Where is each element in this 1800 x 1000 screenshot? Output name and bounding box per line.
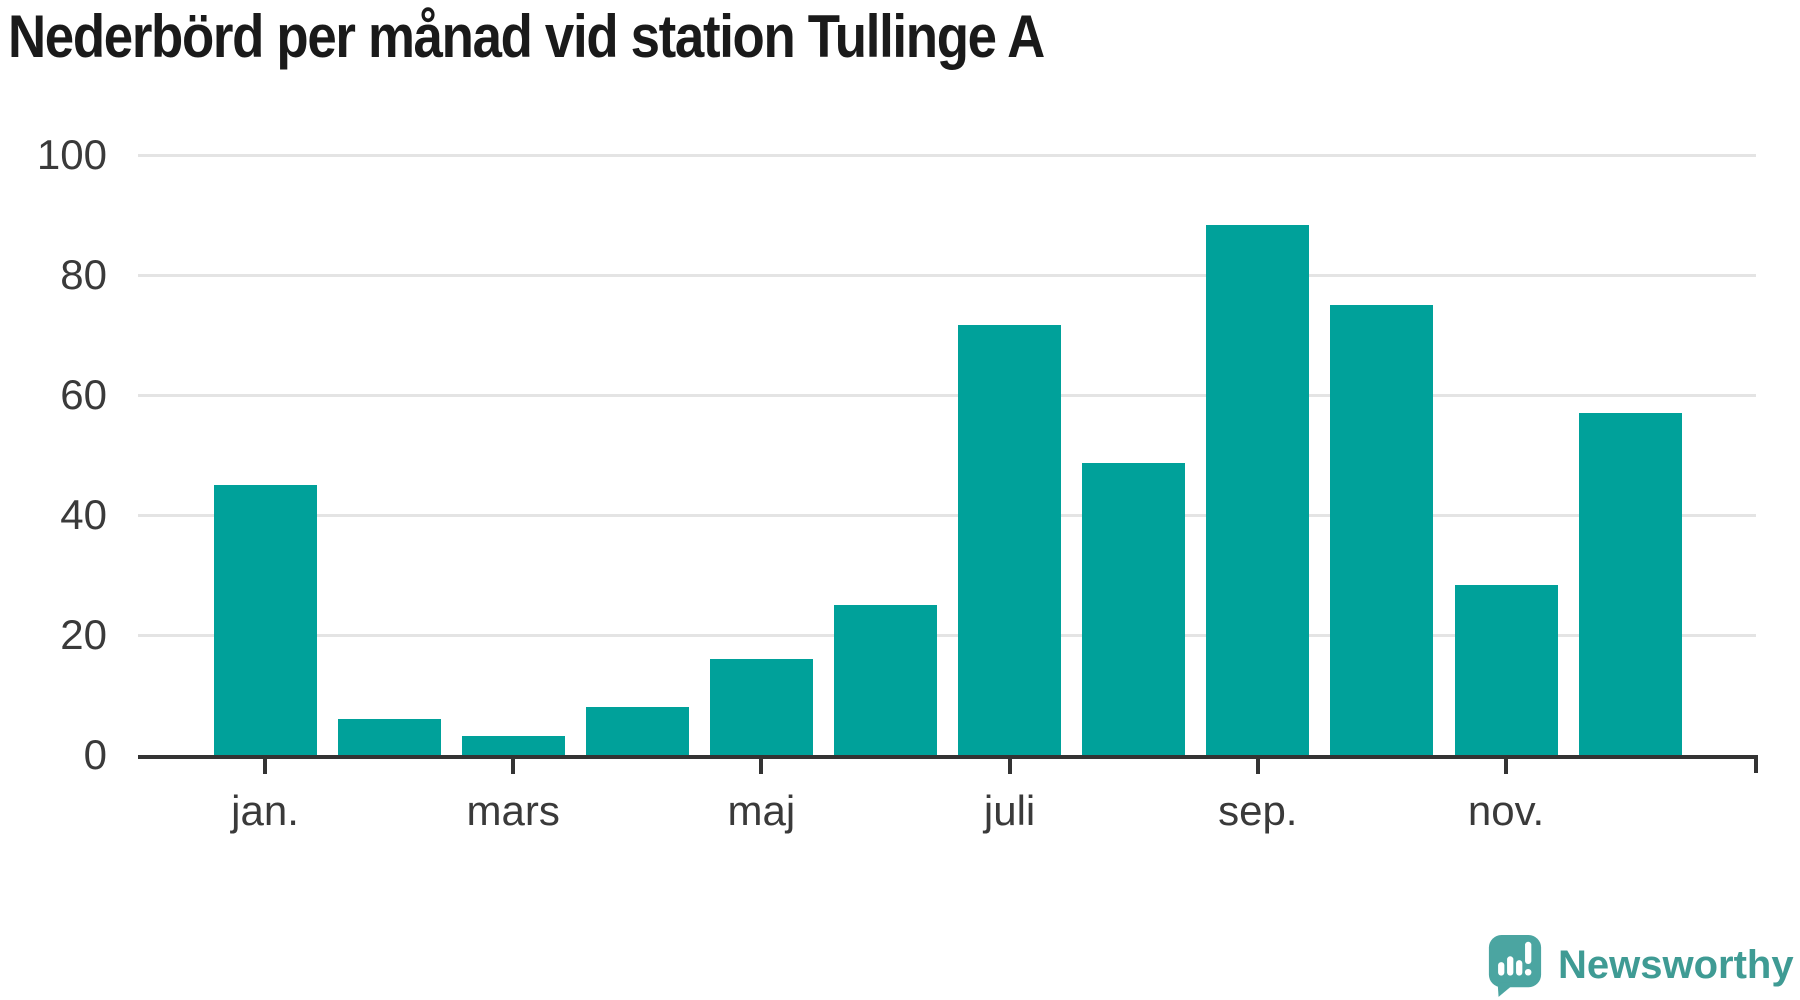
newsworthy-bar-chart-speech-bubble-icon [1488, 935, 1542, 997]
y-tick-label-100: 100 [36, 131, 107, 178]
bar-feb [337, 719, 441, 755]
x-tick-juli [1007, 758, 1012, 774]
newsworthy-logo: Newsworthy [1486, 932, 1794, 998]
y-tick-label-0: 0 [83, 731, 107, 778]
gridline-60 [138, 393, 1756, 397]
bar-okt [1330, 305, 1434, 755]
x-axis-end-tick [1754, 755, 1758, 773]
bar-jan [213, 485, 317, 755]
gridline-20 [138, 633, 1756, 637]
bar-juni [834, 605, 937, 755]
bar-maj [709, 659, 813, 755]
y-tick-label-40: 40 [60, 491, 107, 538]
bar-dec [1578, 413, 1682, 755]
chart-title: Nederbörd per månad vid station Tullinge… [8, 3, 1045, 70]
newsworthy-logo-text: Newsworthy [1558, 943, 1794, 987]
x-tick-label-nov: nov. [1467, 787, 1545, 834]
x-tick-jan [263, 758, 267, 774]
x-tick-label-sep: sep. [1218, 787, 1298, 834]
bar-juli [958, 324, 1062, 755]
x-tick-label-maj: maj [727, 787, 796, 834]
x-tick-mars [511, 758, 516, 774]
bar-apr [585, 707, 689, 755]
bar-nov [1454, 584, 1558, 755]
y-tick-label-20: 20 [60, 611, 107, 658]
x-tick-maj [759, 758, 764, 774]
x-tick-label-jan: jan. [231, 787, 299, 834]
x-tick-sep [1255, 758, 1260, 774]
x-axis-line [138, 755, 1758, 759]
bar-aug [1082, 462, 1186, 755]
y-tick-label-60: 60 [60, 371, 107, 418]
bar-mars [461, 735, 565, 755]
x-tick-nov [1504, 758, 1508, 774]
x-tick-label-mars: mars [466, 787, 560, 834]
gridline-100 [138, 153, 1756, 157]
bar-sep [1206, 224, 1310, 755]
x-tick-label-juli: juli [983, 787, 1036, 834]
gridline-40 [138, 513, 1756, 517]
gridline-80 [138, 273, 1756, 277]
y-tick-label-80: 80 [60, 251, 107, 298]
